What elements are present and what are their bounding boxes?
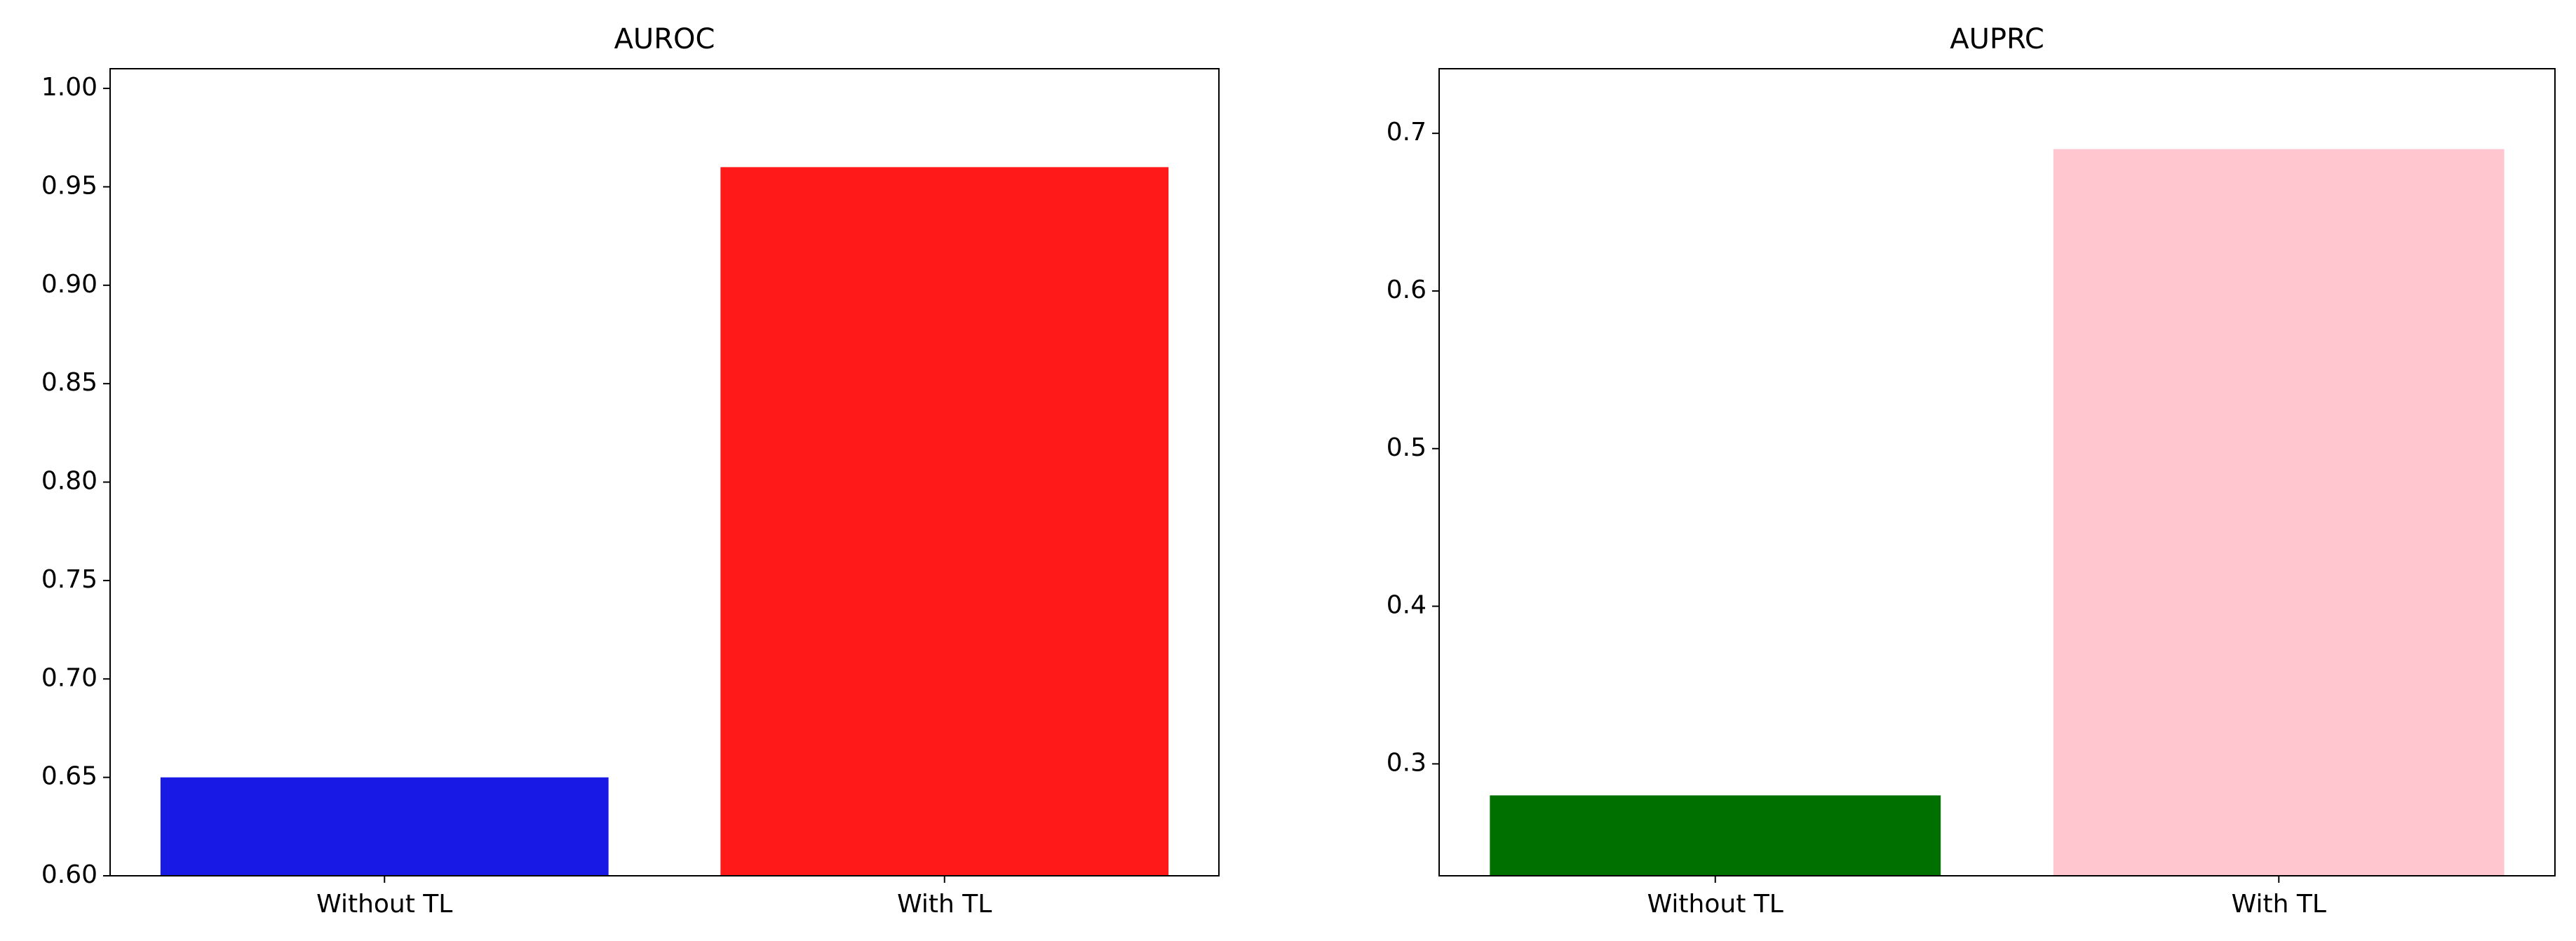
y-tick-label: 0.7 — [1387, 118, 1427, 147]
x-tick-label: With TL — [2232, 890, 2326, 919]
y-tick-label: 0.80 — [41, 467, 97, 496]
y-tick-label: 0.5 — [1387, 433, 1427, 462]
y-tick-label: 0.75 — [41, 565, 97, 594]
y-tick-label: 0.85 — [41, 368, 97, 397]
x-tick-label: With TL — [897, 890, 992, 919]
axes-frame — [1438, 68, 2556, 876]
y-tick-label: 0.95 — [41, 171, 97, 200]
x-tick-label: Without TL — [316, 890, 452, 919]
bar — [160, 777, 609, 876]
y-tick-label: 0.6 — [1387, 276, 1427, 304]
y-tick-label: 0.4 — [1387, 591, 1427, 620]
bar — [720, 167, 1169, 876]
y-tick-label: 0.90 — [41, 270, 97, 299]
y-tick-label: 0.60 — [41, 860, 97, 889]
y-tick-label: 1.00 — [41, 73, 97, 102]
y-tick-label: 0.65 — [41, 762, 97, 791]
y-tick-label: 0.70 — [41, 663, 97, 692]
chart-title: AUROC — [614, 23, 715, 55]
bar — [1490, 795, 1941, 876]
chart-title: AUPRC — [1950, 23, 2044, 55]
y-tick-label: 0.3 — [1387, 748, 1427, 777]
x-tick-label: Without TL — [1647, 890, 1783, 919]
bar — [2053, 149, 2504, 876]
axes-frame — [109, 68, 1220, 876]
